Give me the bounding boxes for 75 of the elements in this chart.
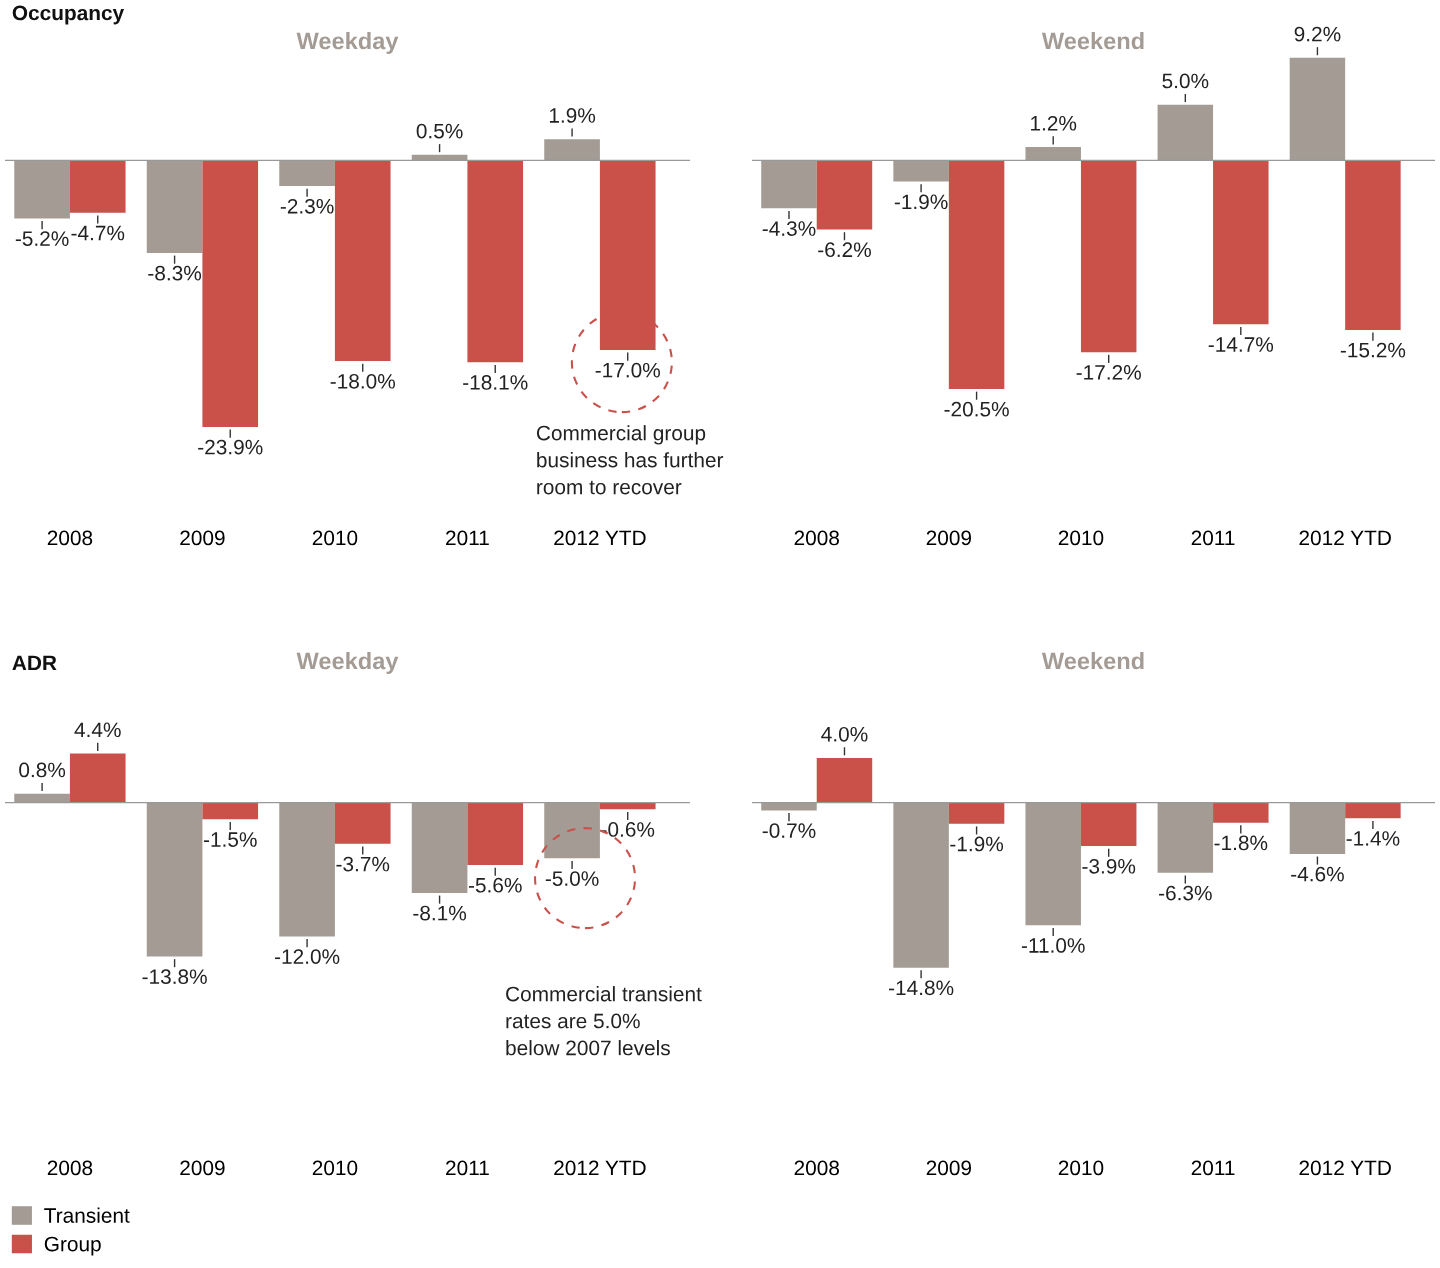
data-label: -5.2% xyxy=(15,231,69,246)
x-tick-label: 2012 YTD xyxy=(1299,1160,1391,1176)
legend-label: Transient xyxy=(44,1207,130,1223)
data-label: -13.8% xyxy=(142,969,207,985)
data-label: -4.3% xyxy=(762,221,816,236)
text: Commercial transient rates are 5.0% below 2007 levels xyxy=(506,986,702,1056)
data-label: 0.8% xyxy=(19,762,66,778)
data-label: -12.0% xyxy=(275,949,340,964)
data-label: -20.5% xyxy=(944,401,1009,417)
bar xyxy=(816,160,873,230)
text: Occupancy xyxy=(12,5,125,25)
x-tick-label: 2011 xyxy=(1191,1160,1235,1176)
data-label: -6.2% xyxy=(818,242,871,258)
chart-title: Weekend xyxy=(1041,651,1144,670)
chart-title: Weekday xyxy=(296,651,399,674)
x-tick-label: 2010 xyxy=(1058,530,1104,546)
x-tick-label: 2012 YTD xyxy=(554,1160,646,1176)
data-label: -6.3% xyxy=(1159,885,1212,901)
bar xyxy=(948,160,1005,389)
data-label: 4.0% xyxy=(821,726,868,742)
x-tick-label: 2010 xyxy=(312,530,358,546)
data-label: -5.0% xyxy=(545,871,599,886)
x-tick-label: 2008 xyxy=(47,530,93,546)
data-label: -14.8% xyxy=(889,980,954,996)
data-label: -3.7% xyxy=(336,856,390,872)
data-label: -14.7% xyxy=(1208,337,1274,352)
data-label: -1.5% xyxy=(203,832,257,847)
data-label: 1.9% xyxy=(549,108,596,123)
data-label: -15.2% xyxy=(1340,342,1406,358)
data-label: -2.3% xyxy=(280,198,334,214)
data-label: -4.6% xyxy=(1291,866,1344,882)
data-label: -1.4% xyxy=(1346,831,1400,846)
data-label: -8.1% xyxy=(413,905,467,921)
data-label: -8.3% xyxy=(148,265,202,281)
data-label: 9.2% xyxy=(1294,26,1341,42)
x-tick-label: 2008 xyxy=(794,1160,839,1176)
data-label: -18.0% xyxy=(330,373,395,389)
x-tick-label: 2009 xyxy=(180,530,225,546)
data-label: 4.4% xyxy=(74,722,121,738)
data-label: -11.0% xyxy=(1021,938,1085,953)
x-tick-label: 2009 xyxy=(180,1160,225,1176)
annotation: Commercial group business has further room to recover xyxy=(536,425,724,495)
data-label: -3.9% xyxy=(1082,858,1136,874)
x-tick-label: 2009 xyxy=(926,1160,972,1176)
x-tick-label: 2008 xyxy=(47,1160,93,1176)
x-tick-label: 2012 YTD xyxy=(554,530,646,546)
bar xyxy=(1213,160,1269,325)
chart-title: Weekday xyxy=(296,31,399,54)
x-tick-label: 2011 xyxy=(1191,530,1235,546)
data-label: -0.6% xyxy=(601,822,655,837)
data-label: -5.6% xyxy=(468,877,522,893)
chart-title: Weekend xyxy=(1041,31,1144,50)
data-label: -1.9% xyxy=(950,836,1004,852)
text: ADR xyxy=(12,655,57,671)
x-tick-label: 2010 xyxy=(1058,1160,1104,1176)
data-label: -23.9% xyxy=(198,439,263,455)
legend-label: Group xyxy=(44,1236,101,1256)
x-tick-label: 2011 xyxy=(446,530,489,546)
x-tick-label: 2012 YTD xyxy=(1299,530,1391,546)
data-label: -4.7% xyxy=(71,225,125,241)
data-label: -17.2% xyxy=(1076,365,1141,380)
x-tick-label: 2009 xyxy=(926,530,972,546)
x-tick-label: 2008 xyxy=(794,530,839,546)
bar xyxy=(1080,160,1137,353)
data-label: -18.1% xyxy=(463,375,528,390)
bar xyxy=(1345,160,1401,330)
data-label: -0.7% xyxy=(762,823,816,838)
data-label: 5.0% xyxy=(1162,73,1209,89)
data-label: -1.8% xyxy=(1214,835,1268,851)
x-tick-label: 2010 xyxy=(312,1160,358,1176)
data-label: 0.5% xyxy=(416,123,463,139)
data-label: -1.9% xyxy=(894,194,948,210)
data-label: 1.2% xyxy=(1031,115,1077,131)
x-tick-label: 2011 xyxy=(446,1160,489,1176)
data-label: -17.0% xyxy=(595,362,660,378)
